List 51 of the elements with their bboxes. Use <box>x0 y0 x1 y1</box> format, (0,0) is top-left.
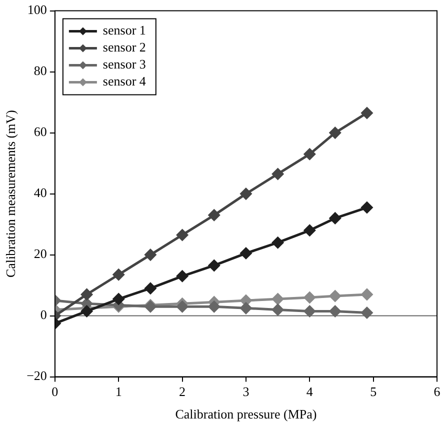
point <box>208 209 220 221</box>
point <box>112 293 124 305</box>
point <box>176 300 188 312</box>
point <box>361 307 373 318</box>
legend-label: sensor 2 <box>102 40 146 55</box>
y-tick-label: 20 <box>34 246 47 262</box>
x-tick-label: 6 <box>434 384 441 400</box>
x-tick-label: 3 <box>242 384 250 400</box>
point <box>329 127 341 139</box>
point <box>272 293 284 305</box>
point <box>329 305 341 317</box>
point <box>240 302 252 314</box>
x-tick-label: 1 <box>115 384 122 400</box>
x-tick-label: 2 <box>179 384 186 400</box>
point <box>144 282 156 294</box>
point <box>240 188 252 200</box>
y-tick-label: 0 <box>40 307 47 322</box>
legend-label: sensor 3 <box>102 56 146 72</box>
y-tick-label: 100 <box>27 2 47 18</box>
point <box>144 249 156 261</box>
x-tick-label: 5 <box>370 384 377 400</box>
y-tick-label: 60 <box>34 124 47 140</box>
y-tick-label: 80 <box>34 63 47 78</box>
legend-label: sensor 4 <box>102 74 146 89</box>
point <box>304 224 316 236</box>
point <box>272 304 284 316</box>
x-tick-label: 0 <box>52 384 58 400</box>
point <box>272 168 284 180</box>
y-tick-label: 40 <box>34 185 47 200</box>
x-tick-label: 4 <box>306 384 314 400</box>
point <box>176 270 188 282</box>
point <box>81 288 93 300</box>
point <box>361 107 373 119</box>
point <box>240 248 252 260</box>
point <box>329 290 341 302</box>
y-axis-title: Calibration measurements (mV) <box>3 110 18 278</box>
point <box>361 288 373 300</box>
point <box>304 148 316 160</box>
point <box>208 260 220 272</box>
y-tick-label: −20 <box>26 368 47 384</box>
point <box>208 300 220 312</box>
point <box>304 305 316 317</box>
point <box>272 236 284 248</box>
point <box>361 202 373 214</box>
point <box>112 268 124 280</box>
point <box>304 292 316 304</box>
legend-label: sensor 1 <box>102 22 146 38</box>
point <box>81 305 93 317</box>
x-axis-title: Calibration pressure (MPa) <box>175 406 317 422</box>
point <box>176 229 188 241</box>
point <box>329 212 341 224</box>
